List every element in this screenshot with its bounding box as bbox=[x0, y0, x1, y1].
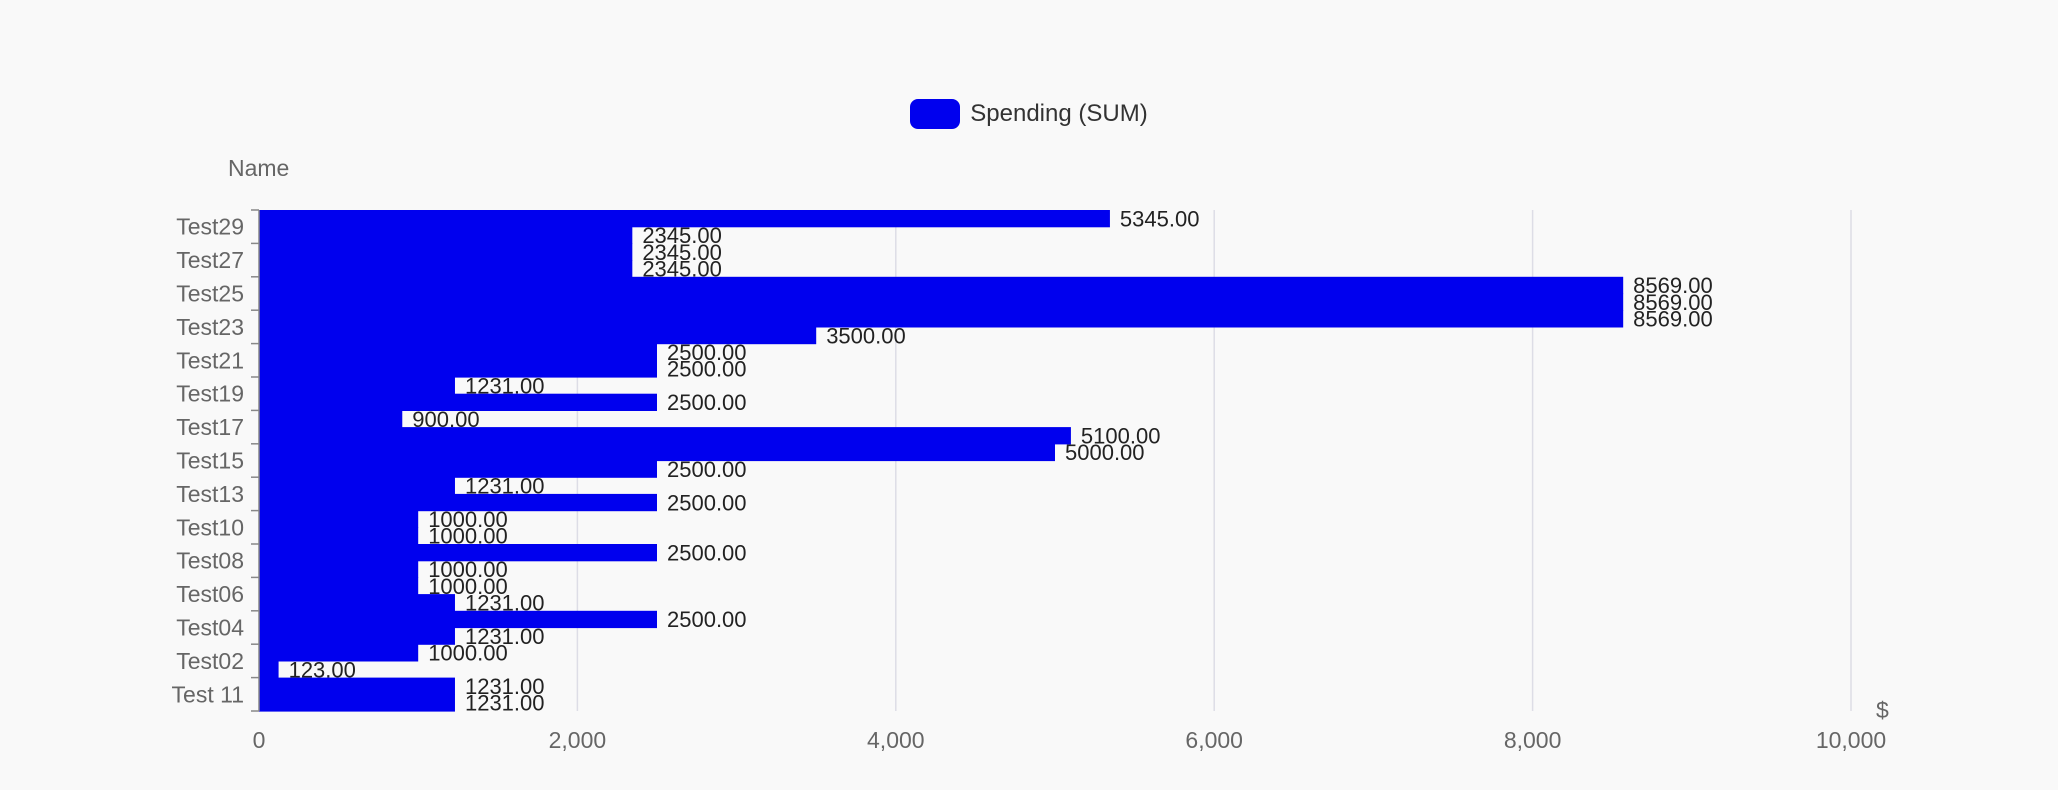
data-label: 1000.00 bbox=[428, 574, 508, 599]
bar bbox=[259, 326, 817, 345]
bar bbox=[259, 544, 657, 562]
data-label: 1231.00 bbox=[465, 590, 545, 615]
data-label: 2500.00 bbox=[667, 457, 747, 482]
x-tick-label: 0 bbox=[253, 727, 266, 753]
x-tick-label: 2,000 bbox=[549, 727, 607, 753]
legend-swatch bbox=[910, 99, 961, 129]
x-tick-label: 10,000 bbox=[1816, 727, 1886, 753]
bar bbox=[259, 594, 455, 612]
data-label: 8569.00 bbox=[1633, 290, 1713, 315]
y-tick-label: Test02 bbox=[176, 648, 244, 674]
bar bbox=[259, 210, 1110, 228]
bar bbox=[259, 393, 657, 411]
data-label: 2500.00 bbox=[667, 390, 747, 415]
data-label: 1231.00 bbox=[465, 691, 545, 716]
legend-label: Spending (SUM) bbox=[970, 100, 1148, 127]
bar bbox=[259, 243, 633, 261]
x-tick-label: 6,000 bbox=[1185, 727, 1243, 753]
bar bbox=[259, 677, 455, 695]
data-label: 1000.00 bbox=[428, 557, 508, 582]
y-tick-label: Test19 bbox=[176, 381, 244, 407]
data-label: 1231.00 bbox=[465, 474, 545, 499]
y-tick-label: Test15 bbox=[176, 448, 244, 474]
data-label: 2500.00 bbox=[667, 607, 747, 632]
y-tick-label: Test 11 bbox=[172, 681, 244, 707]
bar bbox=[259, 493, 657, 512]
data-label: 3500.00 bbox=[826, 323, 906, 348]
bar bbox=[259, 427, 1071, 445]
bar bbox=[259, 260, 633, 278]
data-label: 1000.00 bbox=[428, 524, 508, 549]
y-tick-label: Test17 bbox=[176, 414, 244, 440]
bar bbox=[259, 293, 1624, 311]
bar bbox=[259, 660, 279, 679]
data-label: 900.00 bbox=[412, 407, 479, 432]
data-label: 5100.00 bbox=[1081, 423, 1161, 448]
y-tick-label: Test08 bbox=[176, 548, 244, 574]
data-label: 2500.00 bbox=[667, 340, 747, 365]
bar bbox=[259, 360, 657, 378]
y-tick-label: Test21 bbox=[176, 347, 244, 373]
data-label: 2345.00 bbox=[642, 223, 722, 248]
x-axis-title: $ bbox=[1876, 697, 1889, 723]
bar bbox=[259, 577, 419, 595]
bar bbox=[259, 510, 419, 528]
data-label: 2345.00 bbox=[642, 256, 722, 281]
data-label: 2500.00 bbox=[667, 540, 747, 565]
data-label: 1231.00 bbox=[465, 674, 545, 699]
bar bbox=[259, 644, 419, 662]
y-tick-label: Test10 bbox=[176, 514, 244, 540]
data-label: 2500.00 bbox=[667, 490, 747, 515]
bar bbox=[259, 460, 657, 478]
y-tick-label: Test29 bbox=[176, 214, 244, 240]
data-label: 1000.00 bbox=[428, 507, 508, 532]
y-tick-label: Test13 bbox=[176, 481, 244, 507]
bar bbox=[259, 694, 455, 712]
data-label: 1231.00 bbox=[465, 373, 545, 398]
bar bbox=[259, 443, 1055, 462]
data-label: 2500.00 bbox=[667, 357, 747, 382]
data-label: 1231.00 bbox=[465, 624, 545, 649]
bar bbox=[259, 560, 419, 578]
data-label: 5345.00 bbox=[1120, 206, 1200, 231]
y-axis-title: Name bbox=[228, 155, 290, 181]
data-label: 123.00 bbox=[289, 657, 356, 682]
y-tick-label: Test27 bbox=[176, 247, 244, 273]
data-label: 8569.00 bbox=[1633, 273, 1713, 298]
x-tick-label: 8,000 bbox=[1504, 727, 1562, 753]
bar bbox=[259, 610, 657, 629]
data-label: 8569.00 bbox=[1633, 307, 1713, 332]
data-label: 2345.00 bbox=[642, 240, 722, 265]
y-tick-label: Test04 bbox=[176, 615, 244, 641]
bar bbox=[259, 276, 1624, 295]
legend[interactable]: Spending (SUM) bbox=[0, 99, 2058, 129]
data-label: 5000.00 bbox=[1065, 440, 1145, 465]
y-tick-label: Test25 bbox=[176, 281, 244, 307]
bar bbox=[259, 226, 633, 244]
data-label: 1000.00 bbox=[428, 641, 508, 666]
y-tick-label: Test06 bbox=[176, 581, 244, 607]
bar bbox=[259, 377, 455, 395]
bar bbox=[259, 477, 455, 495]
y-tick-label: Test23 bbox=[176, 314, 244, 340]
bar bbox=[259, 310, 1624, 328]
x-tick-label: 4,000 bbox=[867, 727, 925, 753]
bar bbox=[259, 627, 455, 645]
bar bbox=[259, 527, 419, 545]
bar bbox=[259, 410, 403, 428]
bar bbox=[259, 343, 657, 361]
